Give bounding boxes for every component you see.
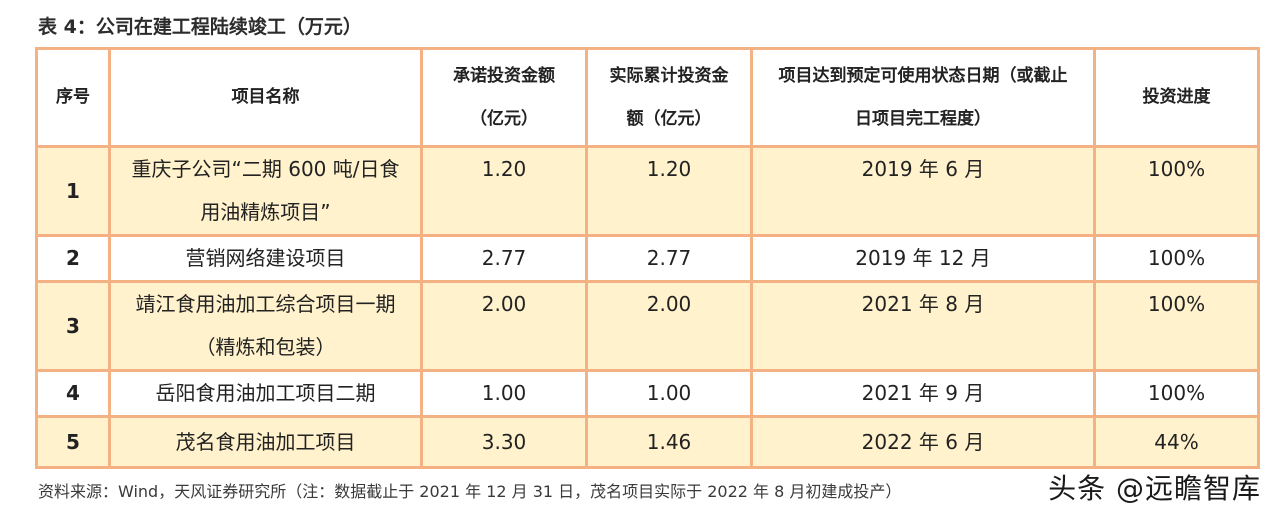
row-progress: 100% <box>1093 234 1260 283</box>
row-actual-investment: 1.00 <box>585 369 753 418</box>
header-project-name: 项目名称 <box>108 47 423 148</box>
row-ready-date: 2019 年 6 月 <box>750 145 1096 237</box>
data-table-container: 序号 项目名称 承诺投资金额 （亿元） 实际累计投资金 额（亿元） 项目达到预定可使… <box>35 47 1260 469</box>
table-row: 4 岳阳食用油加工项目二期 1.00 1.00 2021 年 9 月 100% <box>35 369 1260 418</box>
construction-projects-table: 序号 项目名称 承诺投资金额 （亿元） 实际累计投资金 额（亿元） 项目达到预定可使… <box>35 47 1260 469</box>
source-note: 资料来源：Wind，天风证券研究所（注：数据截止于 2021 年 12 月 31… <box>38 482 902 501</box>
row-project-name: 岳阳食用油加工项目二期 <box>108 369 423 418</box>
header-progress: 投资进度 <box>1093 47 1260 148</box>
row-serial-no: 2 <box>35 234 111 283</box>
watermark: 头条 @远瞻智库 <box>1048 472 1261 505</box>
row-committed-investment: 1.20 <box>420 145 588 237</box>
row-progress: 44% <box>1093 415 1260 469</box>
row-progress: 100% <box>1093 280 1260 372</box>
row-project-name: 营销网络建设项目 <box>108 234 423 283</box>
table-row: 2 营销网络建设项目 2.77 2.77 2019 年 12 月 100% <box>35 234 1260 283</box>
row-committed-investment: 1.00 <box>420 369 588 418</box>
row-serial-no: 4 <box>35 369 111 418</box>
table-row: 3 靖江食用油加工综合项目一期 （精炼和包装） 2.00 2.00 2021 年 … <box>35 280 1260 372</box>
row-committed-investment: 2.00 <box>420 280 588 372</box>
row-committed-investment: 2.77 <box>420 234 588 283</box>
row-ready-date: 2021 年 8 月 <box>750 280 1096 372</box>
row-serial-no: 5 <box>35 415 111 469</box>
header-ready-date: 项目达到预定可使用状态日期（或截止 日项目完工程度） <box>750 47 1096 148</box>
row-ready-date: 2019 年 12 月 <box>750 234 1096 283</box>
row-progress: 100% <box>1093 145 1260 237</box>
row-ready-date: 2021 年 9 月 <box>750 369 1096 418</box>
row-actual-investment: 1.46 <box>585 415 753 469</box>
row-actual-investment: 2.77 <box>585 234 753 283</box>
header-committed-investment: 承诺投资金额 （亿元） <box>420 47 588 148</box>
row-serial-no: 1 <box>35 145 111 237</box>
row-actual-investment: 2.00 <box>585 280 753 372</box>
table-title: 表 4：公司在建工程陆续竣工（万元） <box>38 16 362 38</box>
table-header-row: 序号 项目名称 承诺投资金额 （亿元） 实际累计投资金 额（亿元） 项目达到预定可使… <box>35 47 1260 148</box>
header-serial-no: 序号 <box>35 47 111 148</box>
row-project-name: 茂名食用油加工项目 <box>108 415 423 469</box>
row-actual-investment: 1.20 <box>585 145 753 237</box>
row-serial-no: 3 <box>35 280 111 372</box>
row-ready-date: 2022 年 6 月 <box>750 415 1096 469</box>
table-row: 5 茂名食用油加工项目 3.30 1.46 2022 年 6 月 44% <box>35 415 1260 469</box>
row-committed-investment: 3.30 <box>420 415 588 469</box>
header-actual-investment: 实际累计投资金 额（亿元） <box>585 47 753 148</box>
row-progress: 100% <box>1093 369 1260 418</box>
row-project-name: 靖江食用油加工综合项目一期 （精炼和包装） <box>108 280 423 372</box>
table-row: 1 重庆子公司“二期 600 吨/日食 用油精炼项目” 1.20 1.20 201… <box>35 145 1260 237</box>
row-project-name: 重庆子公司“二期 600 吨/日食 用油精炼项目” <box>108 145 423 237</box>
